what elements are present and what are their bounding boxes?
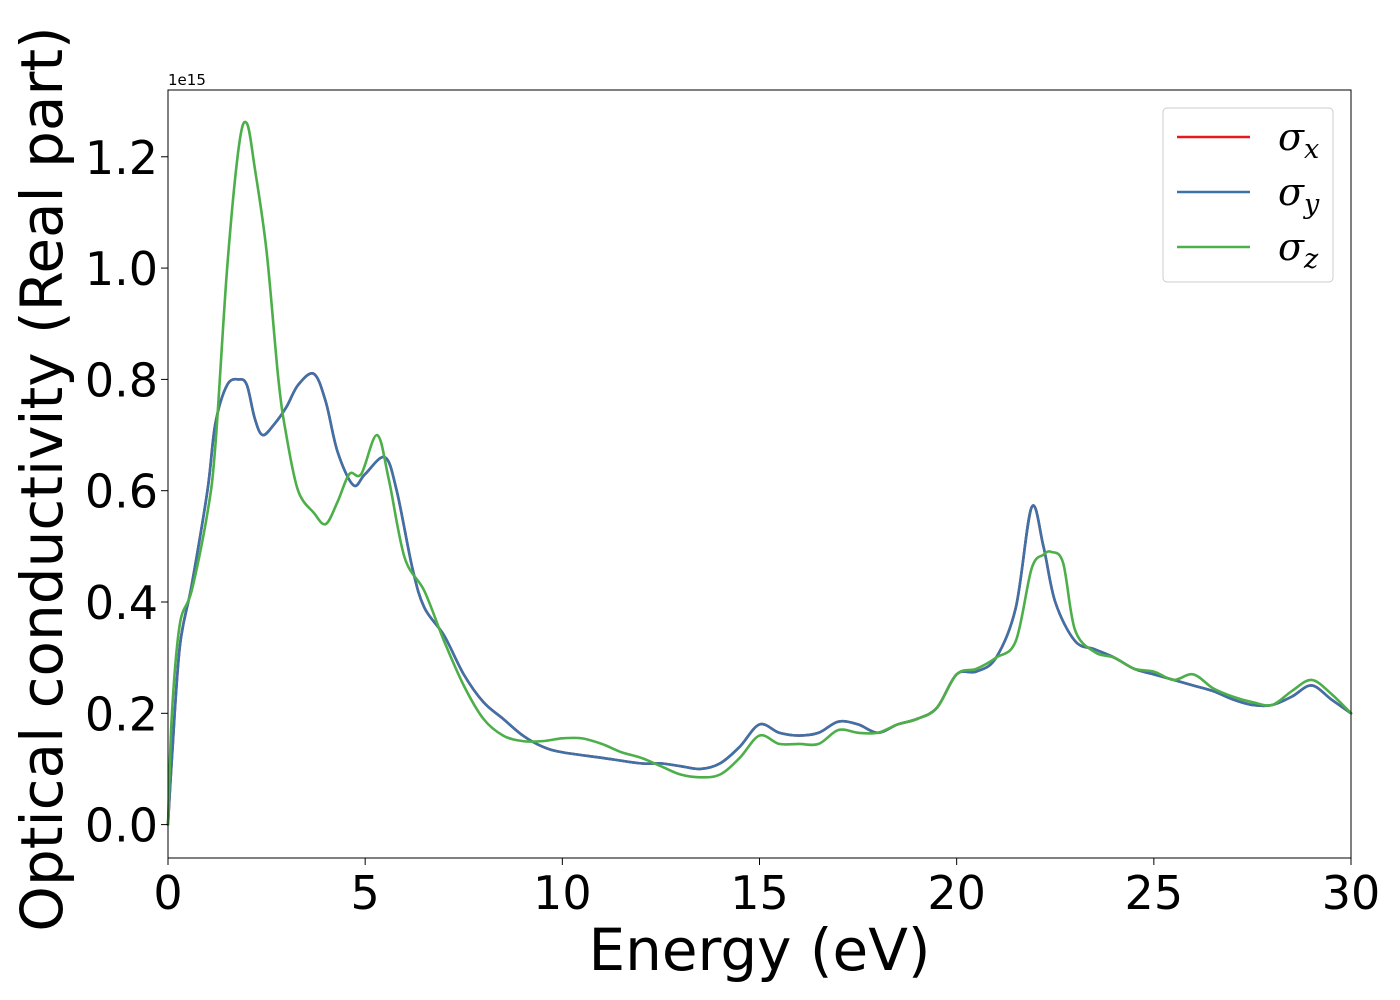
y-tick-label: 0.6 [85,465,158,519]
x-axis: 0 5 10 15 20 25 30 [153,858,1380,920]
y-tick-label: 0.2 [85,687,158,741]
x-tick-label: 0 [153,866,182,920]
x-tick-label: 10 [533,866,592,920]
y-tick-label: 0.8 [85,353,158,407]
legend-label-x: σx [1278,115,1319,165]
x-axis-title: Energy (eV) [588,916,930,984]
x-tick-label: 30 [1322,866,1381,920]
y-axis-offset-label: 1e15 [168,71,206,89]
x-tick-label: 25 [1125,866,1184,920]
y-tick-label: 0.4 [85,576,158,630]
legend-label-z: σz [1278,225,1319,275]
x-tick-label: 15 [730,866,789,920]
y-axis-title: Optical conductivity (Real part) [8,26,76,931]
y-tick-label: 1.0 [85,242,158,296]
x-tick-label: 20 [927,866,986,920]
y-tick-label: 0.0 [85,799,158,853]
y-axis: 0.0 0.2 0.4 0.6 0.8 1.0 1.2 [85,131,168,853]
legend-frame [1162,107,1334,283]
y-tick-label: 1.2 [85,131,158,185]
x-tick-label: 5 [351,866,380,920]
legend-label-y: σy [1278,170,1320,220]
series-line-z [166,120,1353,826]
series-layer [166,120,1353,826]
